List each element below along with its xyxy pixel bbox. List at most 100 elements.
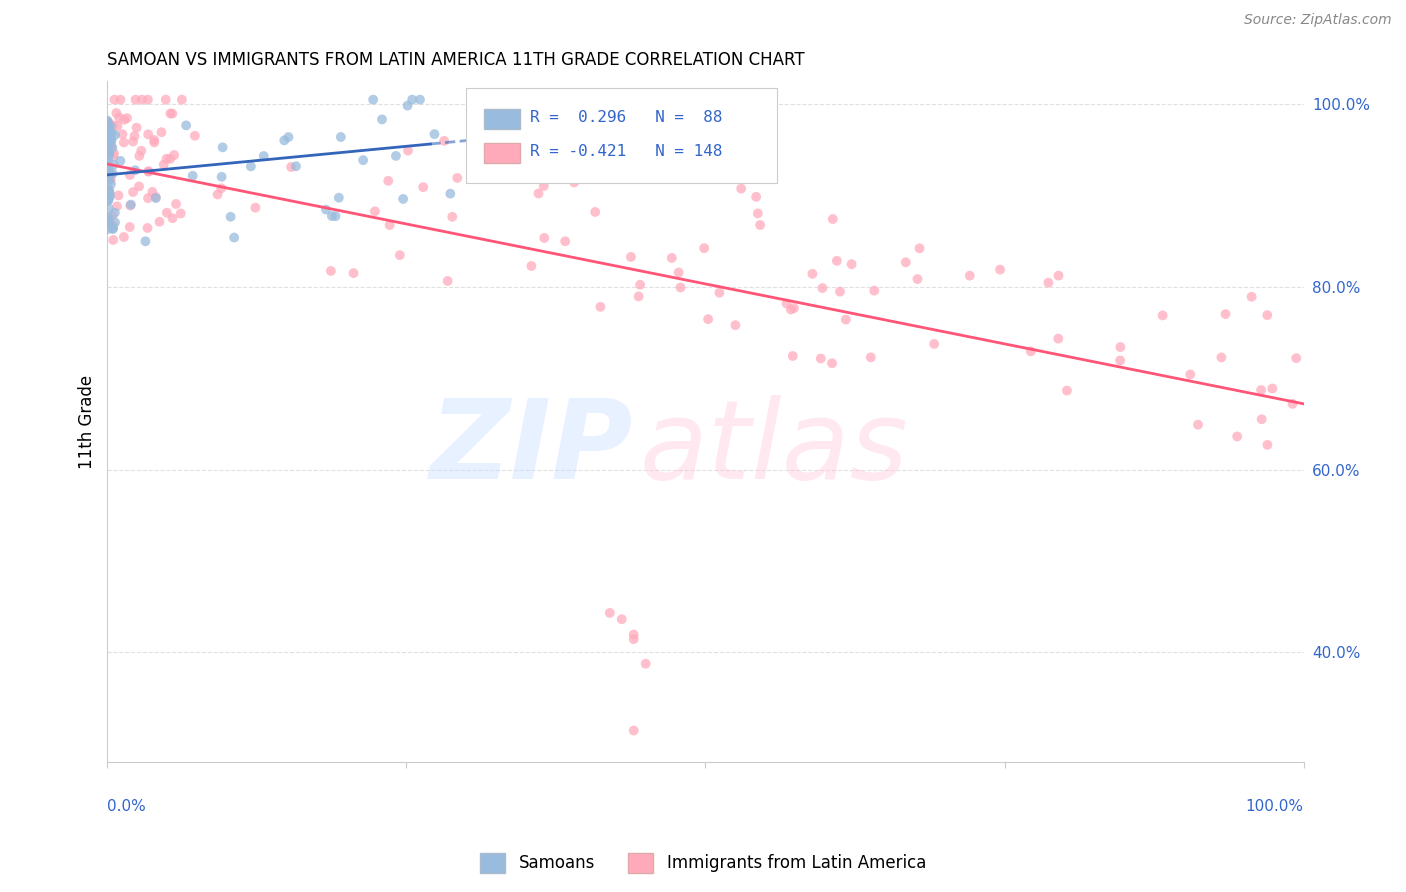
- Point: [136, 128, 159, 142]
- Point: [894, 255, 917, 269]
- Point: [661, 251, 683, 265]
- Point: [828, 285, 851, 299]
- Point: [749, 218, 772, 232]
- Point: [96, 211, 118, 225]
- Point: [97, 116, 120, 130]
- Point: [105, 106, 128, 120]
- Point: [100, 133, 122, 147]
- Point: [401, 93, 423, 107]
- Point: [98, 138, 121, 153]
- Point: [96, 113, 118, 128]
- Point: [841, 257, 863, 271]
- Point: [810, 351, 832, 366]
- Point: [433, 134, 456, 148]
- Point: [108, 111, 131, 125]
- Point: [131, 93, 153, 107]
- Point: [97, 148, 120, 162]
- Point: [239, 160, 262, 174]
- Point: [396, 144, 419, 158]
- Point: [959, 268, 981, 283]
- Point: [863, 284, 886, 298]
- Point: [97, 167, 120, 181]
- Point: [97, 161, 120, 175]
- Point: [423, 127, 446, 141]
- Point: [97, 186, 120, 200]
- Point: [118, 168, 141, 182]
- Point: [120, 197, 142, 211]
- Point: [112, 136, 135, 150]
- Point: [908, 241, 931, 255]
- Point: [439, 186, 461, 201]
- Point: [162, 106, 184, 120]
- Point: [1047, 268, 1070, 283]
- Point: [554, 234, 576, 248]
- Point: [724, 318, 747, 333]
- Point: [583, 205, 606, 219]
- Point: [623, 632, 645, 647]
- Point: [97, 182, 120, 196]
- Y-axis label: 11th Grade: 11th Grade: [79, 375, 96, 468]
- Point: [128, 179, 150, 194]
- Point: [385, 149, 408, 163]
- Point: [97, 146, 120, 161]
- Point: [821, 356, 844, 370]
- Point: [747, 206, 769, 220]
- Point: [1215, 307, 1237, 321]
- Point: [97, 194, 120, 208]
- Point: [285, 159, 308, 173]
- Point: [118, 219, 141, 234]
- Point: [207, 187, 229, 202]
- Point: [97, 193, 120, 207]
- Point: [103, 146, 125, 161]
- Point: [159, 152, 181, 166]
- Point: [101, 219, 124, 233]
- FancyBboxPatch shape: [484, 109, 520, 129]
- Point: [98, 186, 121, 201]
- Point: [97, 116, 120, 130]
- Point: [170, 93, 193, 107]
- Point: [668, 265, 690, 279]
- Point: [100, 139, 122, 153]
- Point: [361, 93, 384, 107]
- Point: [533, 231, 555, 245]
- Point: [103, 233, 125, 247]
- Point: [610, 612, 633, 626]
- Point: [627, 289, 650, 303]
- Point: [170, 206, 193, 220]
- Point: [599, 606, 621, 620]
- Text: R =  0.296   N =  88: R = 0.296 N = 88: [530, 110, 723, 125]
- Point: [101, 127, 124, 141]
- Point: [623, 627, 645, 641]
- Point: [97, 161, 120, 176]
- Point: [98, 146, 121, 161]
- Point: [97, 162, 120, 177]
- Point: [527, 186, 550, 201]
- FancyBboxPatch shape: [484, 143, 520, 163]
- Point: [209, 181, 232, 195]
- Point: [155, 152, 177, 166]
- Point: [342, 266, 364, 280]
- Text: Source: ZipAtlas.com: Source: ZipAtlas.com: [1244, 13, 1392, 28]
- Point: [100, 177, 122, 191]
- Point: [162, 211, 184, 226]
- Point: [97, 132, 120, 146]
- Point: [101, 222, 124, 236]
- Point: [1250, 412, 1272, 426]
- Point: [103, 119, 125, 133]
- Point: [128, 149, 150, 163]
- Point: [378, 218, 401, 232]
- Point: [922, 337, 945, 351]
- Point: [388, 248, 411, 262]
- Point: [104, 128, 127, 142]
- Point: [1019, 344, 1042, 359]
- Point: [488, 93, 510, 107]
- Legend: Samoans, Immigrants from Latin America: Samoans, Immigrants from Latin America: [474, 847, 932, 880]
- Point: [245, 201, 267, 215]
- Point: [150, 125, 173, 139]
- Point: [321, 209, 343, 223]
- Point: [533, 179, 555, 194]
- Point: [253, 149, 276, 163]
- Point: [110, 153, 132, 168]
- Point: [801, 267, 824, 281]
- Point: [98, 183, 121, 197]
